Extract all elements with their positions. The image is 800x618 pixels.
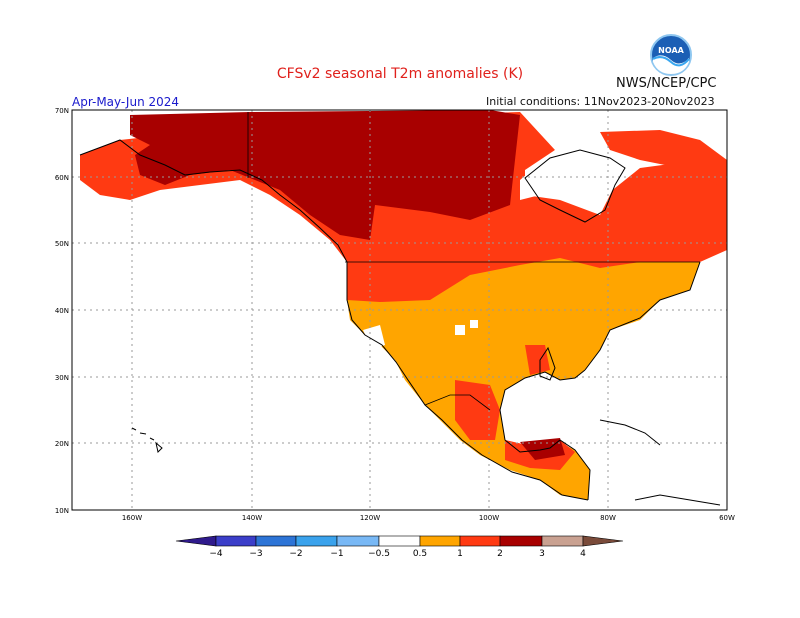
unshaded-hudson-area	[525, 148, 630, 215]
lat-label: 30N	[55, 374, 69, 382]
legend-bin	[459, 535, 501, 547]
legend-bin	[295, 535, 338, 547]
lat-label: 40N	[55, 307, 69, 315]
legend-tick: 1	[457, 549, 463, 559]
legend-tick-labels: −4 −3 −2 −1 −0.5 0.5 1 2 3 4	[209, 549, 586, 559]
legend-tick: 3	[539, 549, 545, 559]
graticule	[72, 110, 727, 510]
map-frame	[71, 109, 728, 511]
color-legend	[175, 535, 624, 547]
legend-tick: −3	[249, 549, 262, 559]
map-fill-layer	[80, 110, 727, 500]
map-title: CFSv2 seasonal T2m anomalies (K)	[276, 66, 524, 82]
lat-label: 60N	[55, 174, 69, 182]
unshaded-utah	[455, 325, 465, 335]
legend-bin-arrow-low	[175, 535, 217, 547]
initial-conditions-label: Initial conditions: 11Nov2023-20Nov2023	[486, 95, 715, 108]
lon-label: 140W	[242, 514, 262, 522]
season-label: Apr-May-Jun 2024	[72, 95, 180, 109]
unshaded-texas	[470, 320, 478, 328]
legend-tick: 2	[497, 549, 503, 559]
lon-label: 60W	[719, 514, 735, 522]
coastlines	[79, 112, 721, 506]
red-region-florida	[525, 345, 550, 375]
lon-label: 100W	[479, 514, 499, 522]
legend-tick: −1	[330, 549, 343, 559]
hawaii-islands	[131, 427, 163, 453]
legend-bin	[419, 535, 461, 547]
legend-bin	[255, 535, 297, 547]
legend-bin	[499, 535, 543, 547]
lat-label: 70N	[55, 107, 69, 115]
legend-tick: −2	[289, 549, 302, 559]
red-region-east	[600, 130, 727, 190]
lat-label: 50N	[55, 240, 69, 248]
lat-label: 10N	[55, 507, 69, 515]
latitude-labels: 70N 60N 50N 40N 30N 20N 10N	[55, 107, 69, 515]
legend-bin	[215, 535, 257, 547]
legend-bin	[336, 535, 380, 547]
longitude-labels: 160W 140W 120W 100W 80W 60W	[122, 514, 735, 522]
lon-label: 120W	[360, 514, 380, 522]
organization-label: NWS/NCEP/CPC	[616, 76, 717, 91]
legend-tick: −4	[209, 549, 223, 559]
lat-label: 20N	[55, 440, 69, 448]
lon-label: 80W	[600, 514, 616, 522]
noaa-logo: NOAA	[650, 34, 692, 76]
legend-bin	[378, 535, 421, 547]
darkred-region-alaska-canada	[130, 110, 520, 240]
lon-label: 160W	[122, 514, 142, 522]
legend-tick: −0.5	[368, 549, 390, 559]
noaa-logo-text: NOAA	[658, 46, 684, 55]
legend-bin	[541, 535, 584, 547]
legend-tick: 4	[580, 549, 586, 559]
land-region-conus	[347, 248, 700, 500]
legend-bin-arrow-high	[582, 535, 624, 547]
legend-tick: 0.5	[413, 549, 427, 559]
